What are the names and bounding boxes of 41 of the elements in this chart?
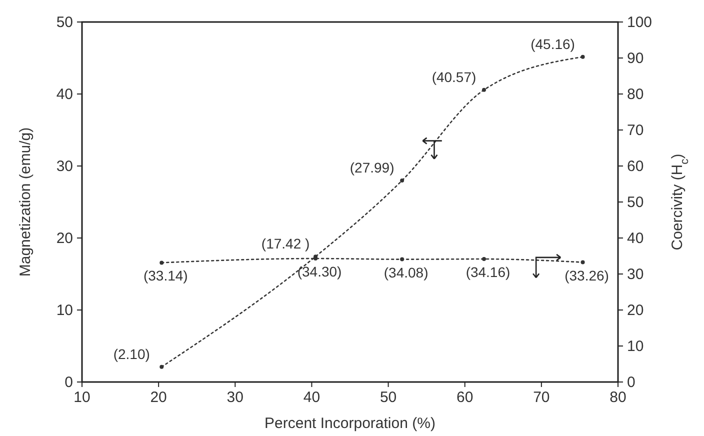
y-axis-title: Magnetization (emu/g) <box>17 127 34 277</box>
y2-tick-label: 80 <box>627 86 644 103</box>
data-label: (2.10) <box>113 346 150 362</box>
y2-tick-label: 30 <box>627 266 644 283</box>
point <box>400 178 404 182</box>
data-label: (34.08) <box>384 264 428 280</box>
point <box>160 364 164 369</box>
y-tick-label: 20 <box>56 230 73 247</box>
y2-tick-label: 70 <box>627 122 644 139</box>
y-tick-label: 40 <box>56 86 73 103</box>
y2-tick-label: 60 <box>627 158 644 175</box>
y-tick-label: 30 <box>56 158 73 175</box>
data-label: (40.57) <box>432 68 476 85</box>
x-axis-title: Percent Incorporation (%) <box>264 415 436 432</box>
y2-tick-label: 0 <box>627 374 636 391</box>
x-tick-label: 10 <box>74 389 90 406</box>
data-label: (33.26) <box>564 267 609 284</box>
y2-tick-label: 20 <box>627 302 644 319</box>
point <box>580 54 585 59</box>
y2-tick-label: 100 <box>627 14 652 31</box>
data-label: (45.16) <box>530 36 575 52</box>
y-tick-label: 10 <box>56 302 73 319</box>
x-tick-label: 60 <box>456 389 474 406</box>
data-label: (34.16) <box>466 264 510 280</box>
x-tick-label: 50 <box>380 389 397 406</box>
data-label: (17.42 ) <box>261 236 310 252</box>
x-tick-label: 40 <box>303 389 320 406</box>
y2-tick-label: 50 <box>627 194 644 211</box>
x-tick-label: 30 <box>226 389 244 406</box>
data-label: (34.30) <box>297 264 342 280</box>
data-label: (33.14) <box>143 268 188 284</box>
y-tick-label: 50 <box>56 14 73 31</box>
y2-tick-label: 90 <box>627 50 644 67</box>
y-tick-label: 0 <box>64 374 73 391</box>
y2-tick-label: 40 <box>627 230 644 247</box>
point <box>482 88 486 92</box>
x-tick-label: 80 <box>610 389 626 406</box>
y2-tick-label: 10 <box>627 338 644 355</box>
x-tick-label: 70 <box>533 389 550 406</box>
data-label: (27.99) <box>350 159 394 176</box>
x-tick-label: 20 <box>150 389 167 406</box>
